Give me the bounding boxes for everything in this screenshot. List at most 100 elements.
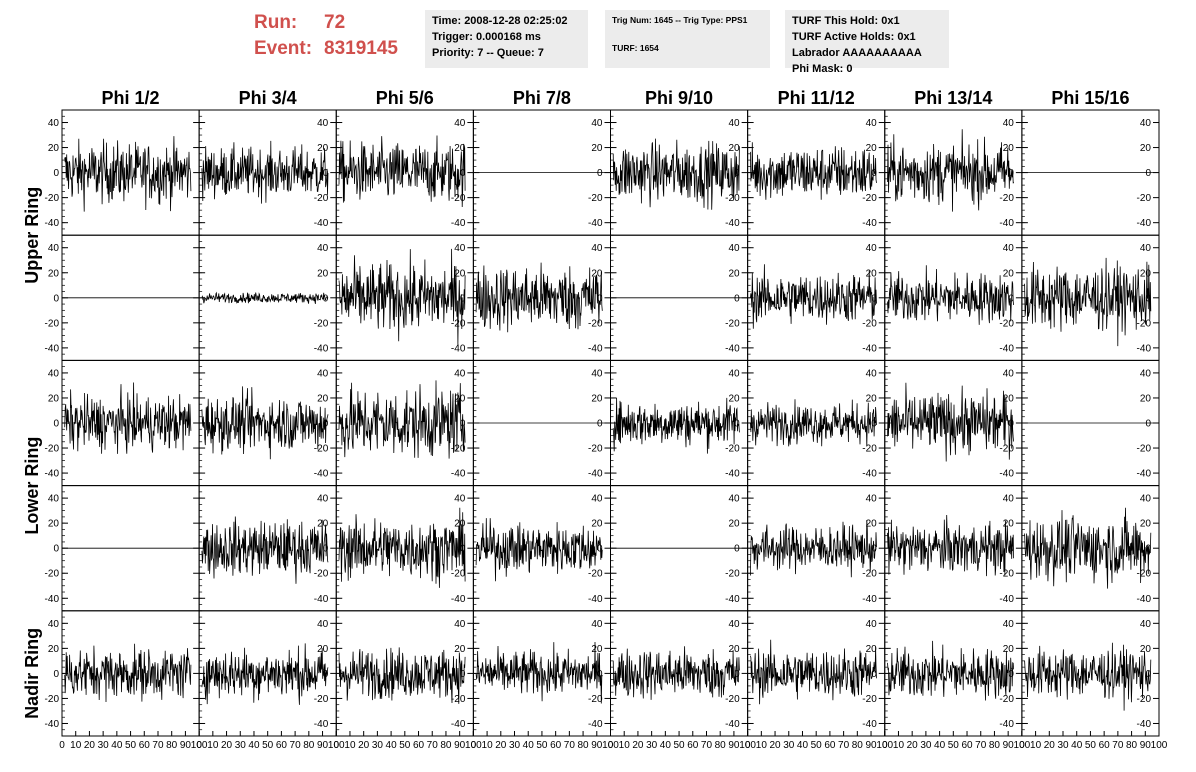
- y-tick-label: -20: [451, 193, 466, 204]
- y-tick-label: 40: [866, 368, 878, 379]
- x-tick-label: 40: [797, 740, 809, 751]
- labrador-text: Labrador AAAAAAAAAA: [792, 47, 922, 59]
- x-tick-label: 80: [1126, 740, 1138, 751]
- y-tick-label: 0: [1008, 669, 1014, 680]
- x-tick-label: 10: [344, 740, 356, 751]
- y-tick-label: -20: [725, 569, 740, 580]
- y-tick-label: 40: [317, 368, 329, 379]
- x-tick-label: 90: [454, 740, 466, 751]
- waveform-trace: [64, 136, 192, 212]
- y-tick-label: 20: [317, 644, 329, 655]
- y-tick-label: -20: [862, 569, 877, 580]
- y-tick-label: -40: [314, 719, 329, 730]
- x-tick-label: 70: [152, 740, 164, 751]
- y-tick-label: 20: [454, 268, 466, 279]
- y-tick-label: -20: [999, 694, 1014, 705]
- x-tick-label: 40: [934, 740, 946, 751]
- y-tick-label: -20: [45, 444, 60, 455]
- waveform-trace: [750, 639, 877, 705]
- y-tick-label: -40: [862, 343, 877, 354]
- y-tick-label: 40: [1003, 118, 1015, 129]
- waveform-trace: [64, 643, 192, 703]
- x-tick-label: 80: [578, 740, 590, 751]
- y-tick-label: 20: [866, 519, 878, 530]
- y-tick-label: 20: [48, 519, 60, 530]
- y-tick-label: -20: [999, 193, 1014, 204]
- y-tick-label: 20: [1140, 268, 1152, 279]
- waveform-trace: [201, 516, 329, 584]
- waveform-trace: [201, 291, 329, 304]
- y-tick-label: 40: [866, 243, 878, 254]
- x-tick-label: 90: [1140, 740, 1152, 751]
- x-tick-label: 90: [317, 740, 329, 751]
- x-tick-label: 40: [1071, 740, 1083, 751]
- x-tick-label: 0: [1019, 740, 1025, 751]
- y-tick-label: -40: [451, 343, 466, 354]
- y-tick-label: -40: [999, 343, 1014, 354]
- y-tick-label: 40: [317, 243, 329, 254]
- y-tick-label: 40: [1003, 243, 1015, 254]
- x-tick-label: 10: [756, 740, 768, 751]
- waveform-trace: [475, 641, 603, 704]
- waveform-trace: [887, 265, 1014, 325]
- y-tick-label: -40: [999, 719, 1014, 730]
- y-tick-label: -40: [725, 218, 740, 229]
- waveform-trace: [750, 520, 877, 578]
- y-tick-label: -40: [314, 594, 329, 605]
- ring-label: Upper Ring: [22, 187, 42, 284]
- x-tick-label: 50: [674, 740, 686, 751]
- y-tick-label: -20: [451, 569, 466, 580]
- y-tick-label: -20: [314, 193, 329, 204]
- run-value: 72: [324, 12, 346, 33]
- run-row: Run: 72: [254, 10, 398, 36]
- y-tick-label: -20: [588, 193, 603, 204]
- x-tick-label: 90: [865, 740, 877, 751]
- y-tick-label: -40: [451, 469, 466, 480]
- waveform-trace: [750, 399, 877, 447]
- y-tick-label: 20: [317, 519, 329, 530]
- column-title: Phi 15/16: [1051, 88, 1129, 108]
- y-tick-label: -40: [45, 218, 60, 229]
- y-tick-label: -40: [45, 719, 60, 730]
- waveform-trace: [338, 248, 466, 345]
- y-tick-label: -20: [1137, 193, 1152, 204]
- x-tick-label: 30: [98, 740, 110, 751]
- waveform-trace: [64, 382, 192, 454]
- y-tick-label: -20: [999, 569, 1014, 580]
- y-tick-label: 20: [1003, 268, 1015, 279]
- column-title: Phi 13/14: [914, 88, 992, 108]
- y-tick-label: -20: [1137, 694, 1152, 705]
- y-tick-label: 40: [729, 118, 741, 129]
- y-tick-label: 0: [1145, 168, 1151, 179]
- y-tick-label: 0: [53, 168, 59, 179]
- y-tick-label: 40: [866, 118, 878, 129]
- y-tick-label: -40: [999, 469, 1014, 480]
- waveform-trace: [338, 380, 466, 459]
- y-tick-label: 20: [1140, 644, 1152, 655]
- y-tick-label: 40: [1140, 619, 1152, 630]
- y-tick-label: 40: [729, 494, 741, 505]
- y-tick-label: -20: [45, 193, 60, 204]
- y-tick-label: 40: [48, 243, 60, 254]
- x-tick-label: 30: [235, 740, 247, 751]
- y-tick-label: -40: [1137, 469, 1152, 480]
- y-tick-label: 20: [317, 393, 329, 404]
- y-tick-label: -20: [725, 694, 740, 705]
- x-tick-label: 40: [248, 740, 260, 751]
- y-tick-label: -20: [45, 694, 60, 705]
- y-tick-label: -20: [1137, 318, 1152, 329]
- ring-label: Lower Ring: [22, 437, 42, 535]
- event-row: Event: 8319145: [254, 36, 398, 62]
- y-tick-label: -20: [725, 193, 740, 204]
- waveform-trace: [887, 514, 1014, 577]
- x-tick-label: 10: [207, 740, 219, 751]
- y-tick-label: -40: [1137, 594, 1152, 605]
- y-tick-label: 40: [1140, 368, 1152, 379]
- y-tick-label: 0: [597, 168, 603, 179]
- y-tick-label: 40: [48, 368, 60, 379]
- waveform-trace: [1024, 257, 1152, 347]
- y-tick-label: -40: [862, 218, 877, 229]
- y-tick-label: 20: [591, 519, 603, 530]
- x-tick-label: 70: [975, 740, 987, 751]
- y-tick-label: -40: [725, 719, 740, 730]
